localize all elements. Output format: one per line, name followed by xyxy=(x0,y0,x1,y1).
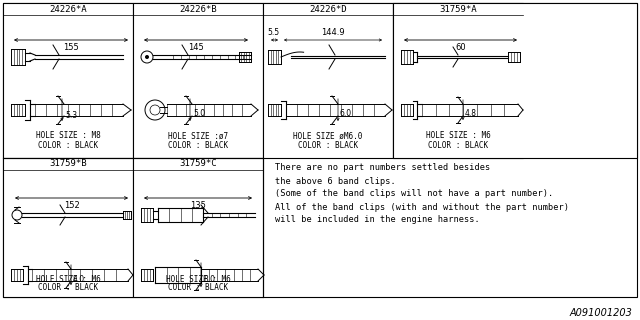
Text: HOLE SIZE : M6: HOLE SIZE : M6 xyxy=(166,275,230,284)
Text: 152: 152 xyxy=(63,201,79,210)
Text: 31759*C: 31759*C xyxy=(179,159,217,169)
Text: 145: 145 xyxy=(188,43,204,52)
Text: COLOR : BLACK: COLOR : BLACK xyxy=(168,283,228,292)
Bar xyxy=(393,3,523,158)
Text: COLOR : BLACK: COLOR : BLACK xyxy=(38,283,98,292)
Text: All of the band clips (with and without the part number): All of the band clips (with and without … xyxy=(275,203,569,212)
Text: HOLE SIZE : M8: HOLE SIZE : M8 xyxy=(36,132,100,140)
Text: will be included in the engine harness.: will be included in the engine harness. xyxy=(275,215,480,225)
Text: 8.0: 8.0 xyxy=(203,276,215,284)
Bar xyxy=(263,3,393,158)
Text: COLOR : BLACK: COLOR : BLACK xyxy=(168,140,228,149)
Text: HOLE SIZE : M6: HOLE SIZE : M6 xyxy=(426,132,490,140)
Text: HOLE SIZE øM6.0: HOLE SIZE øM6.0 xyxy=(293,132,363,140)
Text: 24226*A: 24226*A xyxy=(49,4,87,13)
Text: 5.5: 5.5 xyxy=(267,28,279,37)
Text: 60: 60 xyxy=(455,43,466,52)
Text: HOLE SIZE : M6: HOLE SIZE : M6 xyxy=(36,275,100,284)
Text: the above 6 band clips.: the above 6 band clips. xyxy=(275,177,396,186)
Text: HOLE SIZE :ø7: HOLE SIZE :ø7 xyxy=(168,132,228,140)
Bar xyxy=(133,158,263,297)
Text: There are no part numbers settled besides: There are no part numbers settled beside… xyxy=(275,164,490,172)
Text: 31759*B: 31759*B xyxy=(49,159,87,169)
Bar xyxy=(133,3,263,158)
Text: 4.0: 4.0 xyxy=(73,275,85,284)
Text: 31759*A: 31759*A xyxy=(439,4,477,13)
Bar xyxy=(393,3,637,158)
Text: 5.0: 5.0 xyxy=(193,109,205,118)
Text: 135: 135 xyxy=(190,201,206,210)
Text: 155: 155 xyxy=(63,43,79,52)
Text: COLOR : BLACK: COLOR : BLACK xyxy=(38,140,98,149)
Text: COLOR : BLACK: COLOR : BLACK xyxy=(298,140,358,149)
Text: 5.3: 5.3 xyxy=(65,110,77,119)
Text: 24226*D: 24226*D xyxy=(309,4,347,13)
Text: A091001203: A091001203 xyxy=(569,308,632,318)
Bar xyxy=(3,3,133,158)
Bar xyxy=(3,158,133,297)
Circle shape xyxy=(145,55,149,59)
Text: (Some of the band clips will not have a part number).: (Some of the band clips will not have a … xyxy=(275,189,553,198)
Text: 4.8: 4.8 xyxy=(465,109,477,118)
Text: 6.0: 6.0 xyxy=(340,109,352,118)
Text: 144.9: 144.9 xyxy=(321,28,345,37)
Text: COLOR : BLACK: COLOR : BLACK xyxy=(428,140,488,149)
Text: 24226*B: 24226*B xyxy=(179,4,217,13)
